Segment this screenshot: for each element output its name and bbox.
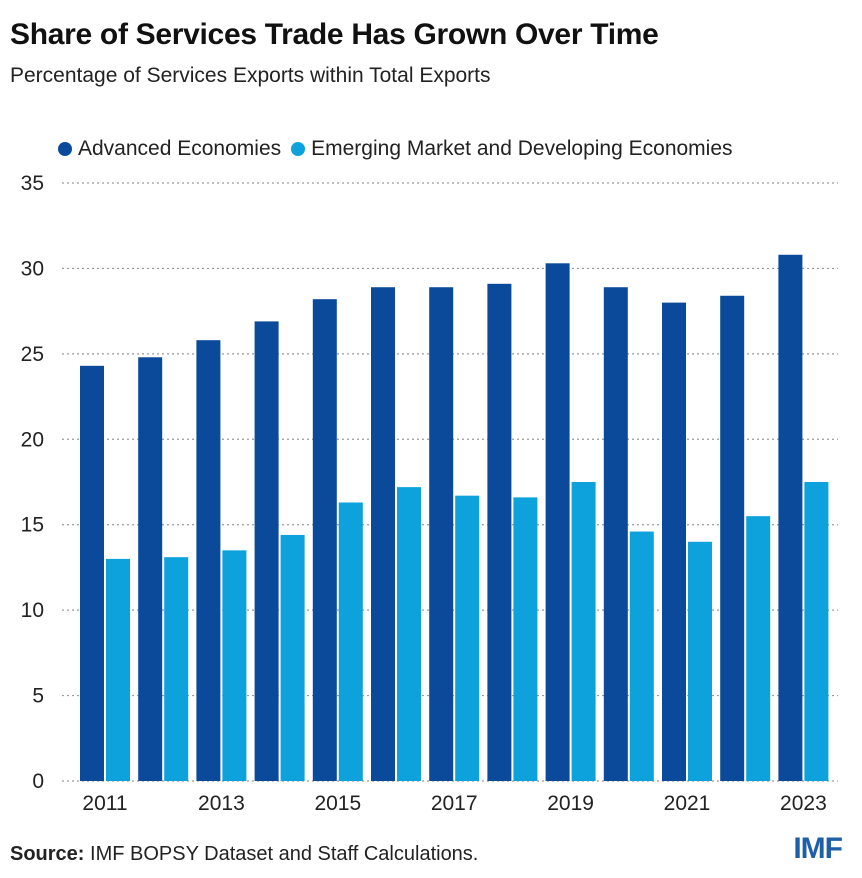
chart-title: Share of Services Trade Has Grown Over T… <box>10 18 659 51</box>
bar-emerging <box>746 516 771 781</box>
bar-advanced <box>720 295 745 781</box>
bar-advanced <box>254 321 279 781</box>
imf-logo: IMF <box>793 832 843 865</box>
bar-emerging <box>571 482 596 781</box>
x-tick-label: 2021 <box>664 792 711 815</box>
bar-emerging <box>222 550 247 781</box>
legend-swatch-advanced <box>58 142 72 156</box>
x-tick-label: 2011 <box>82 792 127 815</box>
bar-emerging <box>397 487 421 781</box>
x-tick-label: 2017 <box>431 792 478 815</box>
bar-emerging <box>338 502 363 781</box>
bar-advanced <box>196 340 221 781</box>
bar-emerging <box>513 497 538 781</box>
chart-legend: Advanced Economies Emerging Market and D… <box>58 137 743 161</box>
bar-advanced <box>662 302 686 781</box>
bar-emerging <box>688 541 712 781</box>
chart-subtitle: Percentage of Services Exports within To… <box>10 64 491 87</box>
bar-advanced <box>312 299 337 781</box>
legend-label-advanced: Advanced Economies <box>78 137 282 160</box>
bar-advanced <box>545 263 570 781</box>
bar-advanced <box>371 287 395 781</box>
bar-advanced <box>778 254 803 781</box>
y-tick-label: 35 <box>21 172 44 195</box>
legend-item-emerging: Emerging Market and Developing Economies <box>291 137 733 161</box>
bar-emerging <box>629 531 654 781</box>
y-tick-label: 15 <box>21 514 44 537</box>
bar-advanced <box>487 283 512 781</box>
x-tick-label: 2019 <box>547 792 594 815</box>
x-tick-label: 2023 <box>780 792 827 815</box>
bar-emerging <box>455 495 480 781</box>
bar-emerging <box>164 557 189 781</box>
legend-swatch-emerging <box>291 142 306 156</box>
legend-label-emerging: Emerging Market and Developing Economies <box>311 137 733 160</box>
bar-emerging <box>106 558 130 781</box>
bar-emerging <box>804 482 829 781</box>
y-tick-label: 30 <box>21 257 44 280</box>
bar-emerging <box>280 534 305 781</box>
source-label: Source: <box>10 843 85 865</box>
x-tick-label: 2013 <box>198 792 245 815</box>
y-tick-label: 5 <box>32 685 44 708</box>
bar-advanced <box>138 357 163 781</box>
bar-advanced <box>603 287 628 781</box>
y-tick-label: 25 <box>21 343 44 366</box>
source-text: IMF BOPSY Dataset and Staff Calculations… <box>84 843 479 865</box>
y-tick-label: 0 <box>32 770 44 793</box>
x-tick-label: 2015 <box>314 792 361 815</box>
y-tick-label: 10 <box>21 599 44 622</box>
bar-advanced <box>80 365 104 781</box>
bar-advanced <box>429 287 454 781</box>
y-tick-label: 20 <box>21 428 44 451</box>
source-note: Source: IMF BOPSY Dataset and Staff Calc… <box>10 843 478 866</box>
legend-item-advanced: Advanced Economies <box>58 137 281 161</box>
